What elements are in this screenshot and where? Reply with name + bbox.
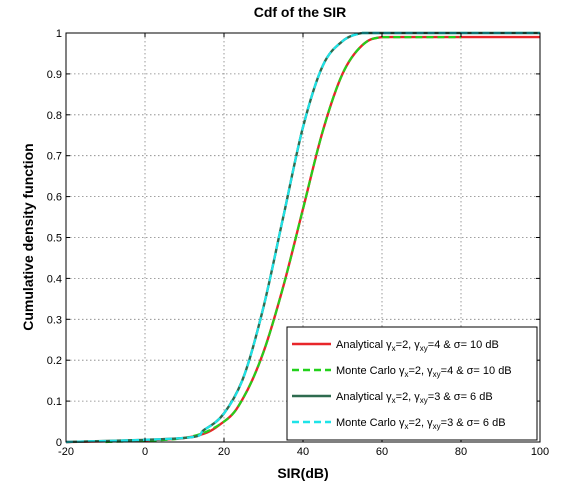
legend-subscript: xy [420, 344, 428, 353]
legend-subscript: x [392, 396, 396, 405]
legend-text-part: =2, γ [396, 391, 421, 403]
y-axis-label: Cumulative density function [20, 143, 36, 330]
legend-subscript: xy [433, 370, 441, 379]
x-tick-label: 80 [455, 446, 467, 458]
legend-text-part: Analytical γ [336, 339, 392, 351]
x-tick-label: 0 [142, 446, 148, 458]
legend-text-part: =4 & σ= 10 dB [428, 339, 499, 351]
y-tick-label: 1 [56, 28, 62, 40]
legend-label-3: Analytical γx=2, γxy=3 & σ= 6 dB [336, 391, 493, 405]
legend-text-part: =2, γ [408, 365, 433, 377]
legend-subscript: x [404, 370, 408, 379]
legend-text-part: =3 & σ= 6 dB [441, 417, 506, 429]
legend-subscript: x [392, 344, 396, 353]
y-tick-label: 0.1 [47, 396, 62, 408]
legend-text-part: Analytical γ [336, 391, 392, 403]
legend-text-part: Monte Carlo γ [336, 417, 405, 429]
y-tick-label: 0.2 [47, 355, 62, 367]
chart-title: Cdf of the SIR [254, 4, 347, 20]
series-line-2 [105, 35, 462, 444]
legend-subscript: xy [420, 396, 428, 405]
x-axis-ticks: -20 0 20 40 60 80 100 [58, 33, 549, 458]
y-tick-label: 0.8 [47, 110, 62, 122]
legend-text-part: =2, γ [396, 339, 421, 351]
legend-subscript: xy [433, 422, 441, 431]
y-tick-label: 0 [56, 437, 62, 449]
legend-label-1: Analytical γx=2, γxy=4 & σ= 10 dB [336, 339, 499, 353]
x-tick-label: -20 [58, 446, 74, 458]
legend-text-part: =4 & σ= 10 dB [441, 365, 512, 377]
legend-text-part: =3 & σ= 6 dB [428, 391, 493, 403]
x-tick-label: 40 [297, 446, 309, 458]
y-tick-label: 0.9 [47, 69, 62, 81]
legend-text-part: Monte Carlo γ [336, 365, 405, 377]
y-tick-label: 0.6 [47, 192, 62, 204]
y-tick-label: 0.3 [47, 314, 62, 326]
x-tick-label: 100 [531, 446, 549, 458]
x-tick-label: 20 [218, 446, 230, 458]
x-tick-label: 60 [376, 446, 388, 458]
y-tick-label: 0.4 [47, 273, 62, 285]
legend-label-2: Monte Carlo γx=2, γxy=4 & σ= 10 dB [336, 365, 512, 379]
legend-text-part: =2, γ [408, 417, 433, 429]
legend-label-4: Monte Carlo γx=2, γxy=3 & σ= 6 dB [336, 417, 506, 431]
y-axis-ticks: 0 0.1 0.2 0.3 0.4 0.5 0.6 0.7 0.8 0.9 1 [47, 28, 540, 449]
x-axis-label: SIR(dB) [277, 465, 328, 481]
y-tick-label: 0.5 [47, 233, 62, 245]
legend-subscript: x [404, 422, 408, 431]
y-tick-label: 0.7 [47, 151, 62, 163]
